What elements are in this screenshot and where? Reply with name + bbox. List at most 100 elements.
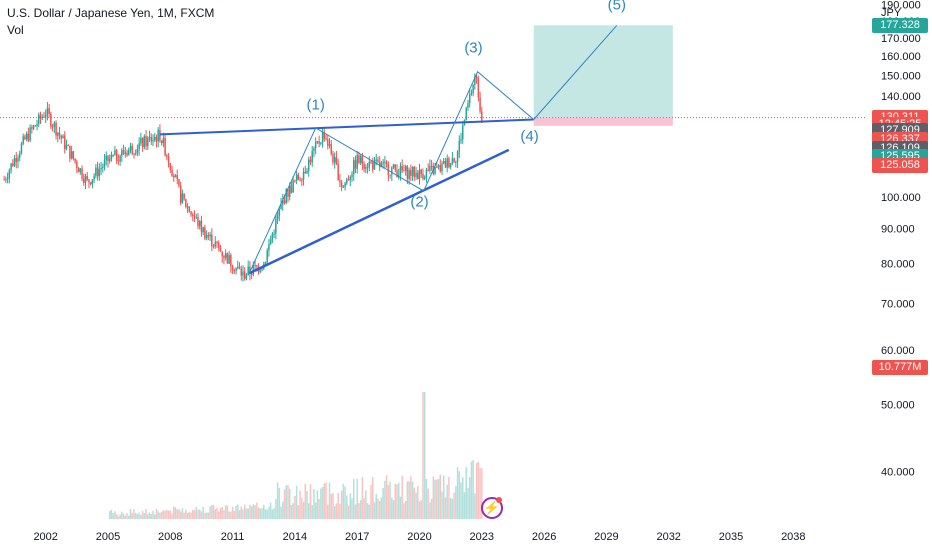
- volume-bar: [269, 502, 272, 519]
- volume-bar: [190, 512, 192, 519]
- volume-bar: [268, 506, 270, 519]
- candle-body: [212, 246, 215, 248]
- candle-body: [446, 158, 448, 168]
- volume-bar: [313, 488, 315, 519]
- candle-body: [67, 145, 69, 147]
- candle-body: [347, 179, 350, 181]
- volume-bar: [323, 483, 326, 519]
- candle-body: [126, 152, 128, 156]
- candle-body: [13, 158, 16, 166]
- candle-body: [413, 166, 416, 177]
- candle-body: [382, 162, 384, 164]
- candle-body: [198, 220, 201, 227]
- candle-body: [472, 84, 474, 94]
- candle-body: [95, 167, 97, 176]
- volume-bar: [465, 467, 467, 519]
- volume-bar: [453, 492, 455, 519]
- candle-body: [58, 132, 61, 136]
- volume-bar: [340, 490, 343, 519]
- candle-body: [18, 153, 21, 158]
- candle-body: [449, 162, 452, 168]
- y-axis[interactable]: 40.000 50.000 60.000 70.000 80.000 90.000 100.…: [881, 0, 921, 478]
- candle-body: [380, 163, 383, 168]
- candle-body: [83, 178, 85, 183]
- volume-bar: [134, 513, 137, 519]
- volume-bar: [285, 485, 287, 519]
- volume-bar: [171, 513, 173, 519]
- candle-body: [455, 161, 457, 163]
- candle-body: [228, 255, 230, 264]
- candle-body: [425, 169, 428, 178]
- candle-body: [235, 267, 237, 271]
- volume-indicator-label[interactable]: Vol: [7, 23, 24, 37]
- volume-bar: [387, 485, 390, 519]
- candle-body: [93, 175, 95, 180]
- volume-bar: [417, 486, 419, 519]
- candle-body: [342, 186, 345, 188]
- candle-body: [88, 179, 90, 183]
- candle-body: [91, 179, 94, 185]
- volume-bar: [259, 508, 262, 519]
- wave-label: (4): [520, 128, 538, 145]
- candle-body: [34, 125, 37, 127]
- candle-body: [176, 175, 178, 180]
- volume-bar: [257, 507, 260, 519]
- volume-bar: [392, 500, 395, 519]
- volume-bar: [128, 515, 130, 519]
- x-tick-label: 2011: [221, 531, 245, 543]
- candle-body: [250, 273, 253, 275]
- candle-body: [102, 166, 104, 169]
- x-axis[interactable]: 2002 2005 2008 2011 2014 2017 2020 2023 2026 2029…: [33, 531, 805, 543]
- volume-bar: [378, 501, 381, 519]
- volume-bar: [240, 506, 242, 519]
- y-tick-label: 40.000: [881, 466, 915, 478]
- candle-body: [401, 165, 403, 171]
- y-tick-label: 50.000: [881, 400, 915, 412]
- candle-body: [223, 256, 225, 258]
- candle-body: [150, 137, 153, 142]
- y-tick-label: 70.000: [881, 299, 915, 311]
- candle-body: [316, 141, 319, 143]
- volume-bar: [193, 510, 196, 519]
- volume-bar: [207, 512, 210, 519]
- volume-bar: [339, 504, 341, 519]
- candle-body: [147, 137, 149, 147]
- volume-bar: [301, 497, 303, 519]
- volume-bar: [391, 497, 393, 519]
- volume-bar: [318, 499, 320, 519]
- candle-body: [43, 116, 45, 118]
- candle-body: [193, 216, 196, 218]
- candle-body: [337, 163, 339, 181]
- candle-body: [114, 150, 116, 155]
- candle-body: [311, 151, 313, 163]
- volume-bar: [275, 499, 277, 519]
- candle-body: [65, 145, 68, 149]
- candle-body: [261, 269, 263, 271]
- candle-body: [240, 269, 242, 276]
- candle-body: [100, 168, 102, 170]
- volume-bar: [333, 506, 336, 519]
- volume-bar: [451, 498, 454, 519]
- volume-bar: [311, 505, 313, 519]
- volume-bar: [212, 505, 215, 519]
- candle-body: [108, 158, 111, 162]
- candle-body: [278, 209, 281, 216]
- candle-body: [299, 179, 301, 181]
- candle-body: [325, 138, 327, 140]
- volume-bar: [160, 511, 163, 519]
- candle-body: [358, 155, 360, 163]
- volume-bar: [211, 505, 213, 519]
- wave-label: (5): [608, 0, 626, 13]
- volume-bar: [368, 504, 371, 519]
- candle-body: [8, 170, 11, 179]
- candle-body: [268, 244, 270, 251]
- volume-bar: [183, 512, 185, 519]
- x-tick-label: 2038: [781, 531, 805, 543]
- candle-body: [406, 166, 409, 179]
- candle-body: [309, 159, 312, 163]
- candle-body: [221, 251, 223, 257]
- candle-body: [254, 265, 256, 267]
- candle-body: [55, 122, 57, 136]
- candle-body: [72, 151, 75, 159]
